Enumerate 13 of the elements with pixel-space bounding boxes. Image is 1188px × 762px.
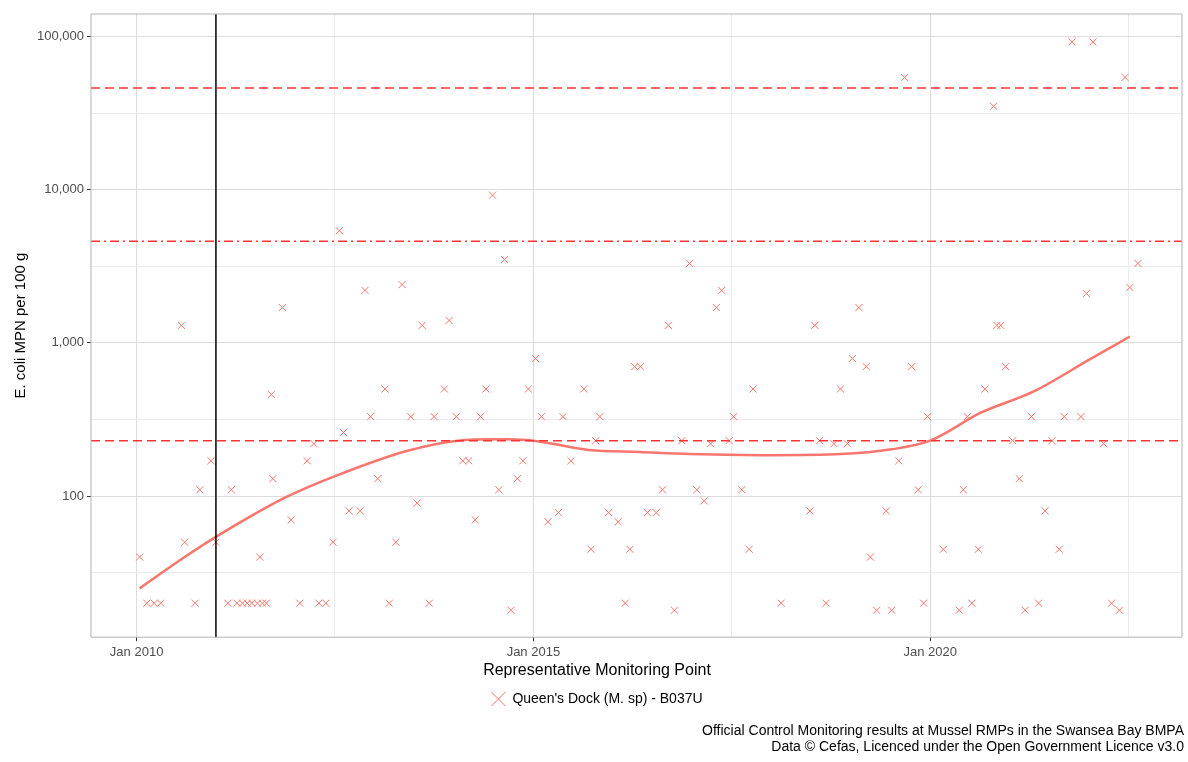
y-axis-title: E. coli MPN per 100 g <box>11 252 29 399</box>
x-tick-label: Jan 2015 <box>506 643 561 659</box>
text: Data © Cefas, Licenced under the Open Government Licence v3.0 <box>770 738 1184 754</box>
x-tick-label: Jan 2020 <box>903 643 957 659</box>
legend-title: Representative Monitoring Point <box>483 661 712 679</box>
y-tick-label: 1,000 <box>51 334 84 350</box>
y-tick-label: 100 <box>62 487 84 503</box>
line-series <box>138 335 1132 590</box>
text: Official Control Monitoring results at Mussel RMPs in the Swansea Bay BMPA <box>702 722 1184 738</box>
y-tick-label: 100,000 <box>36 27 84 43</box>
y-tick-label: 10,000 <box>44 181 84 197</box>
legend-label: Queen's Dock (M. sp) - B037U <box>512 689 703 706</box>
x-tick-label: Jan 2010 <box>109 643 164 659</box>
